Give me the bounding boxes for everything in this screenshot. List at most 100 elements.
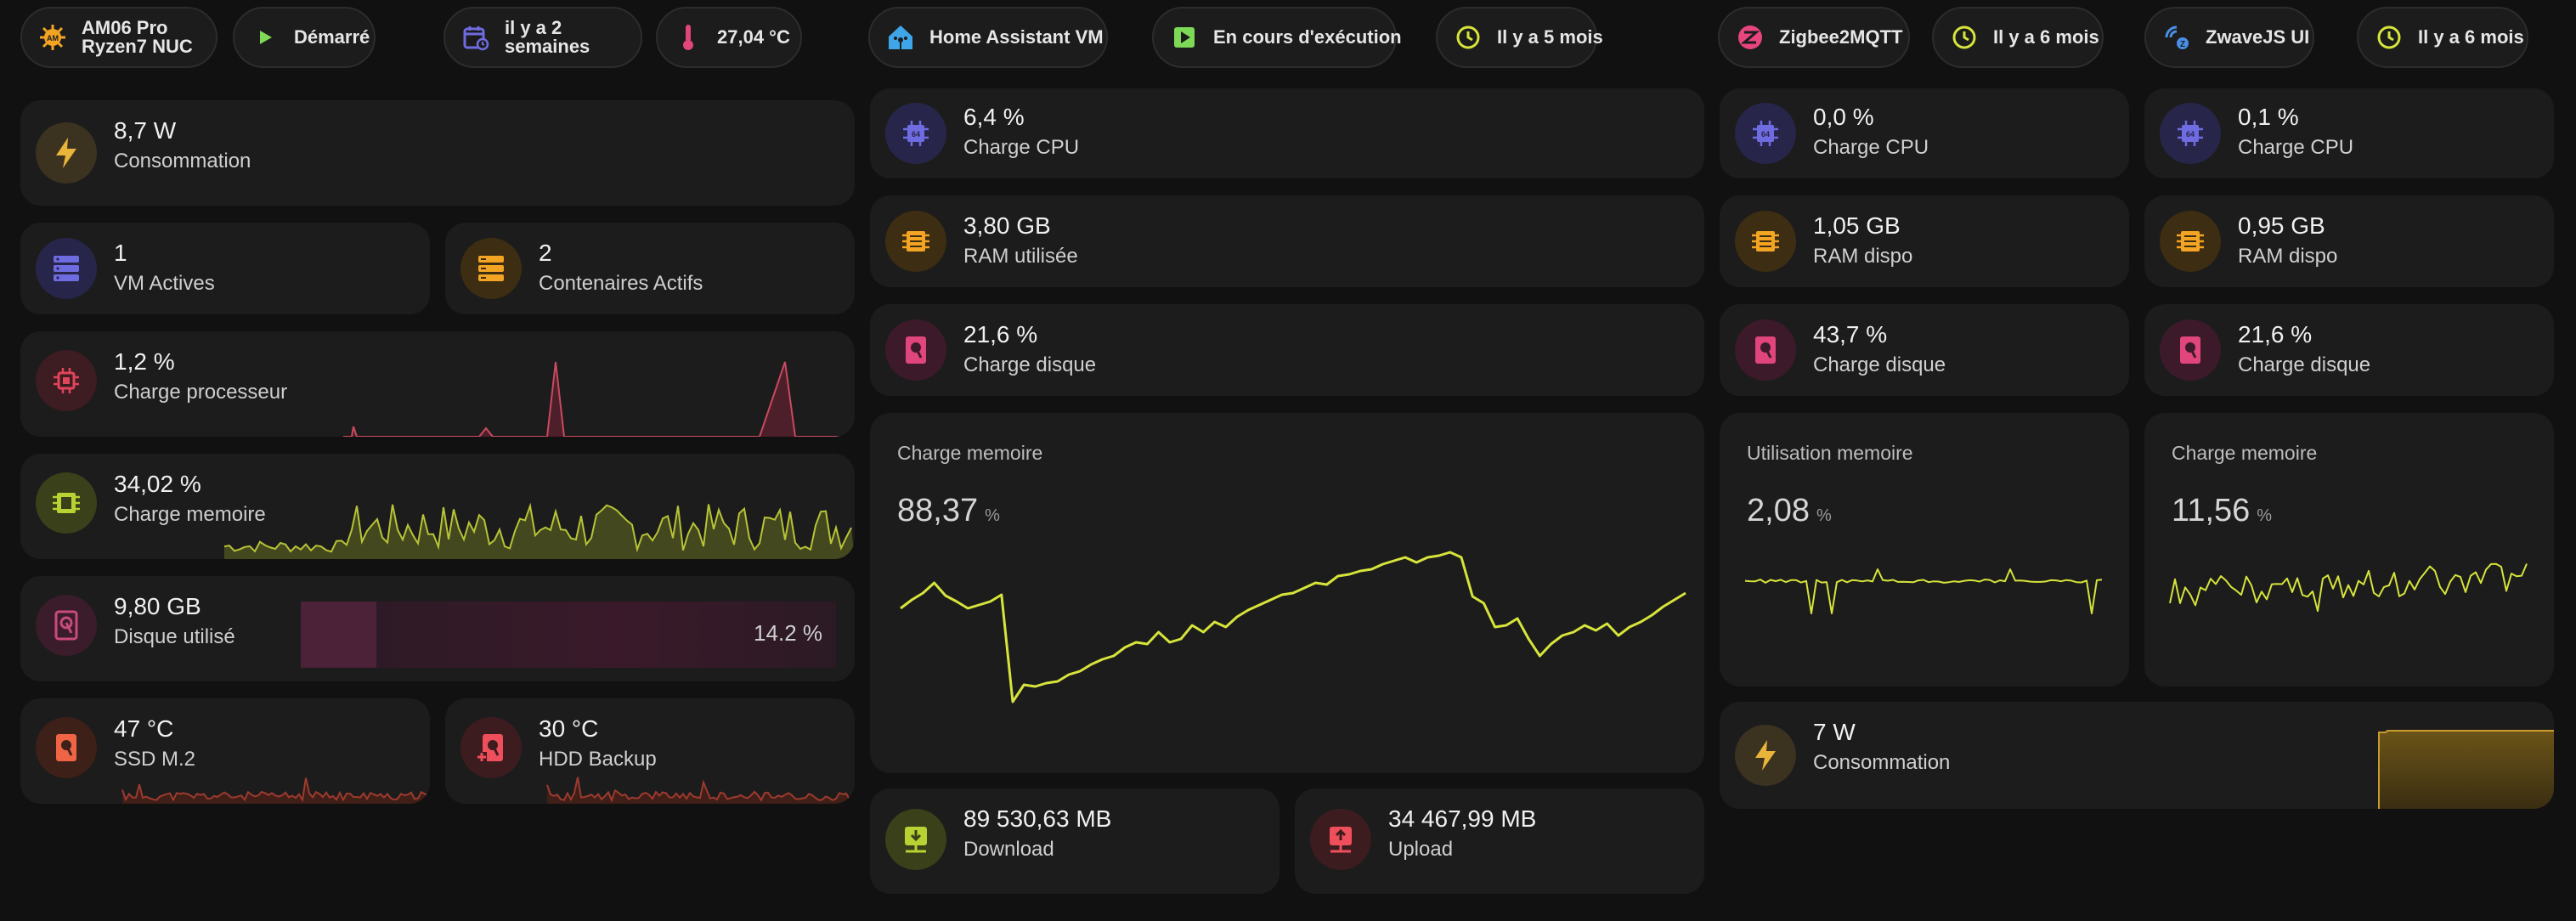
harddisk-icon	[1735, 319, 1796, 381]
zwave-ram-label: RAM dispo	[2238, 245, 2338, 268]
z2m-disk-label: Charge disque	[1813, 353, 1946, 376]
zigbee-icon	[1733, 20, 1767, 54]
svg-text:AM: AM	[47, 34, 59, 42]
ha-cpu-card[interactable]: 64 6,4 % Charge CPU	[870, 88, 1704, 178]
host-disk-label: Disque utilisé	[114, 625, 235, 648]
zwave-icon: Z	[2160, 20, 2194, 54]
ha-ram-card[interactable]: 3,80 GB RAM utilisée	[870, 195, 1704, 287]
download-card[interactable]: 89 530,63 MB Download	[870, 788, 1280, 894]
zwave-mem-graph-line	[2169, 562, 2528, 613]
zwave-cpu-card[interactable]: 64 0,1 % Charge CPU	[2144, 88, 2554, 178]
ha-status-label: En cours d'exécution	[1213, 26, 1402, 48]
harddisk-icon	[36, 717, 97, 778]
host-disk-bar-value: 14.2 %	[754, 620, 822, 646]
svg-text:64: 64	[1761, 130, 1770, 138]
hdd-temp-label: HDD Backup	[539, 748, 657, 771]
ha-mem-graph-value: 88,37%	[897, 493, 1000, 528]
harddisk-icon	[36, 595, 97, 656]
host-power-label: Consommation	[114, 150, 251, 172]
zigbee-power-label: Consommation	[1813, 751, 1951, 774]
zwave-ram-card[interactable]: 0,95 GB RAM dispo	[2144, 195, 2554, 287]
hdd-temp-card[interactable]: 30 °C HDD Backup	[445, 698, 855, 804]
hdd-temp-value: 30 °C	[539, 715, 599, 742]
z2m-disk-card[interactable]: 43,7 % Charge disque	[1720, 304, 2129, 396]
host-mem-sparkline	[223, 502, 855, 559]
z2m-ram-card[interactable]: 1,05 GB RAM dispo	[1720, 195, 2129, 287]
upload-value: 34 467,99 MB	[1388, 805, 1537, 832]
download-value: 89 530,63 MB	[963, 805, 1112, 832]
z2m-cpu-card[interactable]: 64 0,0 % Charge CPU	[1720, 88, 2129, 178]
container-count-card[interactable]: 2 Contenaires Actifs	[445, 223, 855, 314]
host-temp-label: 27,04 °C	[717, 26, 790, 48]
upload-card[interactable]: 34 467,99 MB Upload	[1295, 788, 1704, 894]
host-mem-label: Charge memoire	[114, 503, 266, 526]
host-disk-value: 9,80 GB	[114, 593, 201, 619]
zwave-mem-graph-title: Charge memoire	[2172, 442, 2318, 464]
ha-disk-card[interactable]: 21,6 % Charge disque	[870, 304, 1704, 396]
host-power-value: 8,7 W	[114, 117, 177, 144]
z2m-uptime-chip[interactable]: Il y a 6 mois	[1932, 7, 2104, 68]
z2m-name-chip[interactable]: Zigbee2MQTT	[1718, 7, 1910, 68]
zwave-disk-card[interactable]: 21,6 % Charge disque	[2144, 304, 2554, 396]
ha-uptime-chip[interactable]: Il y a 5 mois	[1436, 7, 1603, 68]
ssd-temp-sparkline	[121, 777, 430, 804]
z2m-name-label: Zigbee2MQTT	[1779, 26, 1903, 48]
host-uptime-line2: semaines	[505, 36, 590, 57]
zwave-disk-value: 21,6 %	[2238, 321, 2313, 347]
ssd-temp-card[interactable]: 47 °C SSD M.2	[20, 698, 430, 804]
host-cpu-card[interactable]: 1,2 % Charge processeur	[20, 331, 855, 437]
host-disk-bar-track	[301, 602, 836, 668]
z2m-cpu-value: 0,0 %	[1813, 104, 1874, 130]
z2m-cpu-label: Charge CPU	[1813, 136, 1929, 159]
ha-uptime-label: Il y a 5 mois	[1497, 26, 1603, 48]
ha-mem-graph-line	[900, 551, 1686, 703]
cpu-64-icon: 64	[885, 103, 946, 164]
svg-text:64: 64	[2186, 130, 2195, 138]
bolt-icon	[36, 122, 97, 184]
host-name-line1: AM06 Pro	[82, 17, 168, 38]
zwave-cpu-label: Charge CPU	[2238, 136, 2354, 159]
zwave-uptime-chip[interactable]: Il y a 6 mois	[2357, 7, 2528, 68]
zwave-ram-value: 0,95 GB	[2238, 212, 2325, 239]
memory-icon	[36, 472, 97, 534]
clock-icon	[1947, 20, 1981, 54]
z2m-mem-graph-card[interactable]: Utilisation memoire 2,08%	[1720, 413, 2129, 687]
home-assistant-icon	[884, 20, 918, 54]
container-count-label: Contenaires Actifs	[539, 272, 703, 295]
zwave-name-label: ZwaveJS UI	[2206, 26, 2310, 48]
download-icon	[885, 809, 946, 870]
zwave-mem-graph-card[interactable]: Charge memoire 11,56%	[2144, 413, 2554, 687]
harddisk-icon	[2160, 319, 2221, 381]
ha-name-chip[interactable]: Home Assistant VM	[868, 7, 1108, 68]
ha-status-chip[interactable]: En cours d'exécution	[1152, 7, 1402, 68]
memory-icon	[2160, 211, 2221, 272]
zwave-mem-graph-value: 11,56%	[2172, 493, 2273, 528]
host-cpu-value: 1,2 %	[114, 348, 175, 375]
zwave-cpu-value: 0,1 %	[2238, 104, 2299, 130]
zwave-name-chip[interactable]: Z ZwaveJS UI	[2144, 7, 2314, 68]
ha-ram-label: RAM utilisée	[963, 245, 1078, 268]
ssd-temp-label: SSD M.2	[114, 748, 196, 771]
host-disk-card[interactable]: 9,80 GB Disque utilisé 14.2 %	[20, 576, 855, 681]
clock-icon	[2372, 20, 2406, 54]
ha-mem-graph-unit: %	[985, 506, 1000, 525]
download-label: Download	[963, 838, 1054, 861]
server-icon	[36, 238, 97, 299]
cpu-64-icon: 64	[2160, 103, 2221, 164]
host-uptime-chip[interactable]: il y a 2 semaines	[443, 7, 642, 68]
ssd-temp-value: 47 °C	[114, 715, 174, 742]
clock-icon	[1451, 20, 1485, 54]
host-cpu-label: Charge processeur	[114, 381, 288, 404]
vm-count-card[interactable]: 1 VM Actives	[20, 223, 430, 314]
ha-mem-graph-card[interactable]: Charge memoire 88,37%	[870, 413, 1704, 773]
host-temp-chip[interactable]: 27,04 °C	[656, 7, 802, 68]
ha-name-label: Home Assistant VM	[929, 26, 1104, 48]
ha-disk-value: 21,6 %	[963, 321, 1038, 347]
z2m-mem-graph-title: Utilisation memoire	[1747, 442, 1913, 464]
host-power-card[interactable]: 8,7 W Consommation	[20, 100, 855, 206]
host-name-chip[interactable]: AM AM06 Pro Ryzen7 NUC	[20, 7, 217, 68]
host-status-chip[interactable]: Démarré	[233, 7, 376, 68]
zigbee-power-card[interactable]: 7 W Consommation	[1720, 702, 2554, 809]
z2m-ram-label: RAM dispo	[1813, 245, 1913, 268]
host-mem-card[interactable]: 34,02 % Charge memoire	[20, 454, 855, 559]
